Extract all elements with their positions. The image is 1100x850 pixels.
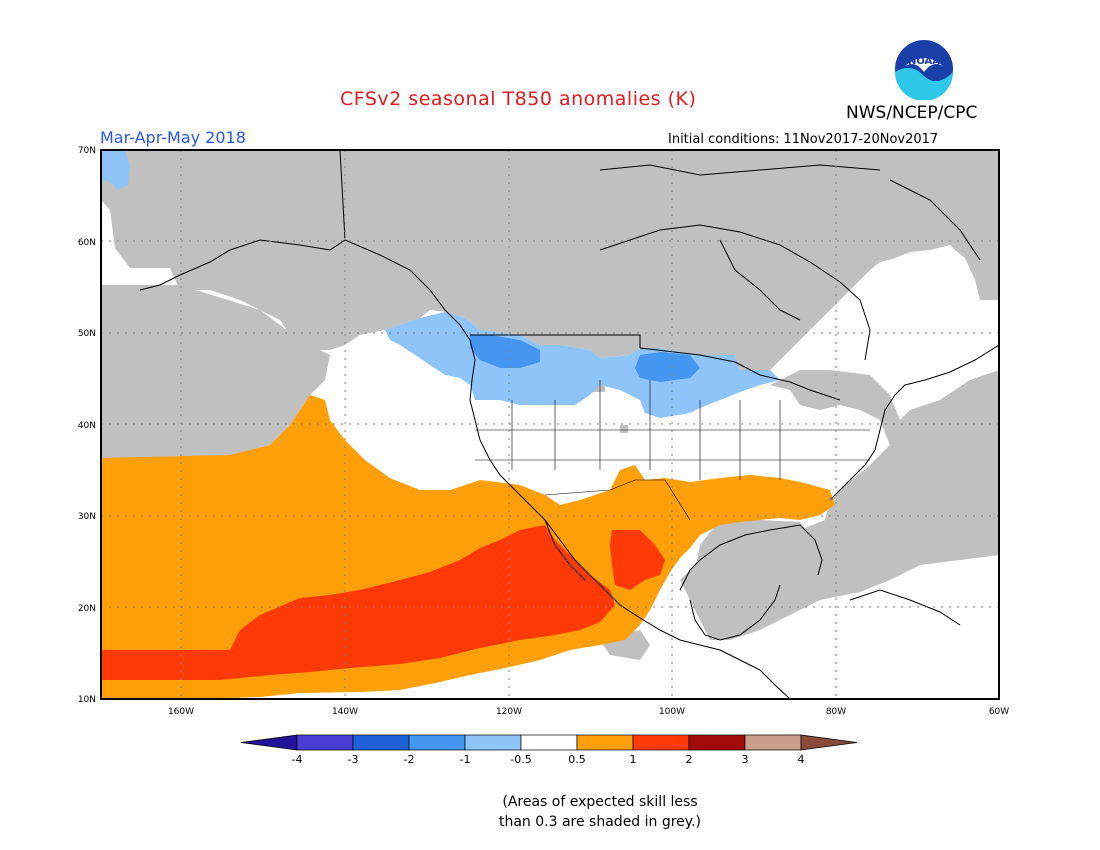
colorbar-box <box>464 734 522 751</box>
colorbar-box <box>520 734 578 751</box>
colorbar-tick: -3 <box>348 753 359 766</box>
lon-tick: 80W <box>826 707 846 717</box>
colorbar-box <box>632 734 690 751</box>
anomaly-neutral <box>325 330 520 490</box>
lon-tick: 140W <box>332 707 358 717</box>
lat-tick: 50N <box>78 329 96 339</box>
colorbar-tick: -4 <box>292 753 303 766</box>
lat-tick: 70N <box>78 146 96 156</box>
coastlines <box>139 150 999 699</box>
colorbar-tick: -1 <box>460 753 471 766</box>
noaa-logo: NOAA <box>894 39 954 100</box>
skill-note: (Areas of expected skill less than 0.3 a… <box>470 792 730 832</box>
lon-tick: 60W <box>989 707 1009 717</box>
lat-tick: 20N <box>78 604 96 614</box>
map-frame <box>100 149 1000 700</box>
anomaly-red-orange <box>101 525 665 680</box>
lon-tick: 120W <box>496 707 522 717</box>
skill-note-line: (Areas of expected skill less <box>502 794 698 810</box>
lat-tick: 10N <box>78 695 96 705</box>
lat-tick: 60N <box>78 238 96 248</box>
colorbar-tick: -0.5 <box>510 753 531 766</box>
colorbar-left-arrow <box>240 734 298 751</box>
anomaly-blue <box>470 335 700 382</box>
low-skill-shading <box>101 150 999 660</box>
colorbar-right-arrow <box>800 734 858 751</box>
colorbar-box <box>688 734 746 751</box>
agency-label: NWS/NCEP/CPC <box>846 103 978 123</box>
colorbar-labels: -4 -3 -2 -1 -0.5 0.5 1 2 3 4 <box>292 753 805 766</box>
lon-tick: 160W <box>168 707 194 717</box>
colorbar-tick: -2 <box>404 753 415 766</box>
gridlines <box>101 150 999 699</box>
colorbar-box <box>576 734 634 751</box>
colorbar-box <box>352 734 410 751</box>
colorbar-box <box>408 734 466 751</box>
skill-note-line: than 0.3 are shaded in grey.) <box>498 814 701 830</box>
lon-tick: 100W <box>659 707 685 717</box>
colorbar-box <box>744 734 802 751</box>
lat-axis: 70N 60N 50N 40N 30N 20N 10N <box>78 146 96 705</box>
colorbar-box <box>296 734 354 751</box>
colorbar-tick: 2 <box>686 753 693 766</box>
chart-title: CFSv2 seasonal T850 anomalies (K) <box>340 88 697 110</box>
colorbar-tick: 1 <box>630 753 637 766</box>
lon-axis: 160W 140W 120W 100W 80W 60W <box>168 707 1009 717</box>
colorbar-boxes <box>240 734 858 751</box>
colorbar-tick: 3 <box>742 753 749 766</box>
initial-conditions-label: Initial conditions: 11Nov2017-20Nov2017 <box>668 132 939 147</box>
lat-tick: 40N <box>78 421 96 431</box>
season-label: Mar-Apr-May 2018 <box>100 128 246 147</box>
colorbar-tick: 4 <box>798 753 805 766</box>
logo-text: NOAA <box>908 56 940 67</box>
lat-tick: 30N <box>78 512 96 522</box>
colorbar-tick: 0.5 <box>568 753 586 766</box>
